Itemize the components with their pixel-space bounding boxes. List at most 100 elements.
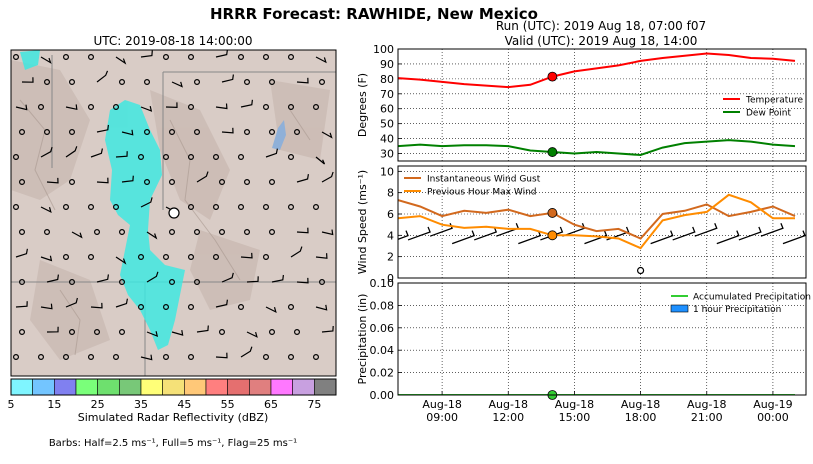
wind-barb [146,231,158,240]
current-time-marker [547,208,558,218]
colorbar-swatch [75,378,98,396]
calm-wind-circle [263,354,270,361]
calm-wind-circle [163,304,170,311]
calm-wind-circle [112,204,119,211]
calm-wind-circle [19,229,26,236]
calm-wind-circle [238,204,245,211]
current-time-marker [547,147,558,157]
wind-barb [221,127,234,134]
wind-barb [121,175,134,183]
calm-wind-circle [138,154,145,161]
wind-barb [140,197,153,208]
y-tick-label: 50 [380,118,394,131]
calm-wind-circle [144,179,151,186]
plot-area [398,166,806,278]
calm-wind-circle [269,179,276,186]
colorbar-tick-label: 5 [8,398,15,411]
colorbar-frame [10,378,337,396]
colorbar-swatch [54,378,77,396]
wind-barb [265,306,277,314]
wind-barb [760,222,784,237]
calm-wind-circle [87,103,94,110]
wind-barb [215,103,228,110]
wind-barb [650,230,674,245]
legend-label: 1 hour Precipitation [693,305,781,315]
map-title: UTC: 2019-08-18 14:00:00 [93,34,252,48]
wind-barb-field [13,50,334,361]
y-tick-label: 0 [387,272,394,285]
calm-wind-circle [87,254,94,261]
calm-wind-circle [19,329,26,336]
colorbar-swatch [227,378,250,396]
wind-barb [240,346,253,358]
calm-wind-circle [68,179,75,186]
y-axis-label: Wind Speed (ms⁻¹) [356,170,369,274]
wind-barb [246,276,259,283]
x-tick-label: Aug-18 [489,398,528,411]
wind-barb [315,253,328,259]
calm-wind-circle [313,204,320,211]
calm-wind-circle [188,304,195,311]
wind-barb [738,226,762,241]
calm-wind-circle [263,53,270,60]
wind-barb [71,231,83,239]
y-tick-label: 0.02 [370,367,395,380]
wind-barb [215,299,228,308]
calm-wind-circle [288,154,295,161]
y-axis-label: Precipitation (in) [356,294,369,385]
calm-wind-circle [93,329,100,336]
legend-label: Temperature [745,96,803,106]
calm-wind-circle [37,354,44,361]
calm-wind-circle [188,254,195,261]
wind-barb [15,301,28,308]
calm-wind-circle [219,329,226,336]
wind-barb [115,256,127,265]
map-frame [10,49,337,377]
calm-wind-circle [118,78,125,85]
colorbar-tick-label: 35 [134,398,148,411]
calm-wind-circle [112,354,119,361]
wind-barb [140,105,153,112]
colorbar-tick-label: 15 [47,398,61,411]
calm-wind-circle [213,154,220,161]
wind-barb [694,222,718,237]
wind-barb [240,99,253,108]
y-tick-label: 0.10 [370,277,395,290]
calm-wind-circle [188,154,195,161]
y-tick-label: 2 [387,251,394,264]
calm-wind-circle [169,229,176,236]
calm-wind-circle [112,103,119,110]
wind-barb [240,252,253,259]
wind-barb [221,74,234,83]
calm-wind-circle [194,129,201,136]
calm-wind-circle [269,329,276,336]
wind-barb [672,226,696,241]
calm-wind-circle [263,204,270,211]
wind-barb [321,171,334,183]
calm-wind-circle [87,204,94,211]
calm-wind-circle [238,304,245,311]
wind-barb [265,148,278,158]
calm-wind-circle [219,229,226,236]
calm-wind-circle [244,129,251,136]
y-tick-label: 40 [380,133,394,146]
legend: Temperature Dew Point [723,96,803,119]
site-location-marker [168,207,180,219]
wind-barb [96,177,109,184]
figure-title: HRRR Forecast: RAWHIDE, New Mexico [210,5,538,23]
calm-wind-circle [263,103,270,110]
wind-barb [451,230,476,245]
wind-barb [296,174,309,183]
y-tick-label: 90 [380,58,394,71]
calm-wind-circle [118,229,125,236]
calm-wind-circle [13,154,20,161]
plot-area [398,283,806,395]
y-tick-label: 6 [387,208,394,221]
wind-barb [171,81,183,88]
calm-wind-circle [62,53,69,60]
calm-wind-circle [13,354,20,361]
calm-wind-circle [288,53,295,60]
calm-wind-circle [244,179,251,186]
calm-wind-circle [87,53,94,60]
wind-barb [321,325,334,333]
